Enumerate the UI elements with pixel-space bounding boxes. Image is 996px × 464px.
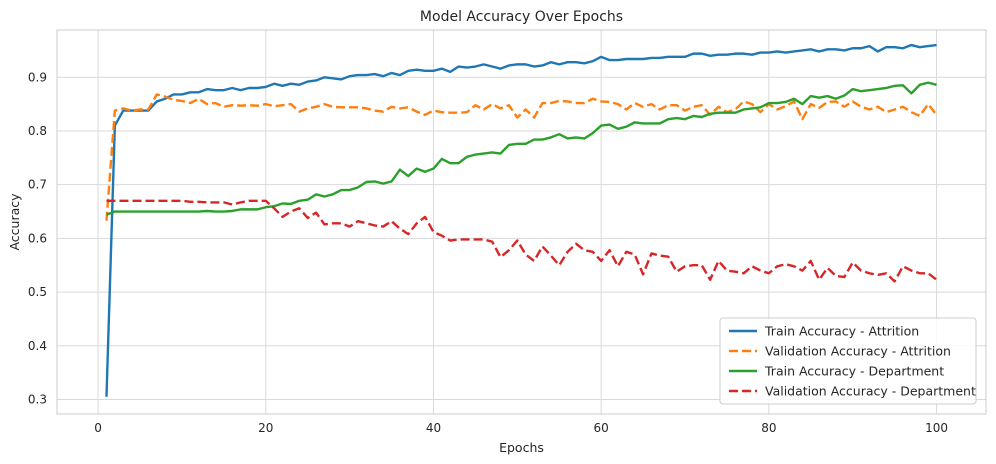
x-tick-label: 40 (426, 421, 441, 435)
legend-label-1: Train Accuracy - Attrition (764, 324, 919, 339)
legend-label-2: Validation Accuracy - Attrition (765, 344, 951, 359)
series-lines (105, 43, 938, 397)
x-tick-label: 80 (761, 421, 776, 435)
chart-title: Model Accuracy Over Epochs (420, 9, 623, 25)
series-line-2 (105, 93, 938, 221)
legend-label-3: Train Accuracy - Department (764, 364, 944, 379)
y-tick-label: 0.3 (28, 392, 47, 406)
y-tick-label: 0.4 (28, 339, 47, 353)
x-tick-label: 0 (94, 421, 102, 435)
series-line-3 (106, 81, 937, 216)
y-tick-label: 0.7 (28, 178, 47, 192)
x-tick-label: 20 (258, 421, 273, 435)
legend-label-4: Validation Accuracy - Department (765, 384, 976, 399)
y-tick-label: 0.9 (28, 70, 47, 84)
legend: Train Accuracy - Attrition Validation Acc… (719, 317, 977, 405)
grid (57, 30, 986, 414)
x-tick-label: 60 (594, 421, 609, 435)
y-tick-label: 0.8 (28, 124, 47, 138)
series-line-4 (106, 199, 938, 283)
y-tick-label: 0.5 (28, 285, 47, 299)
series-line-1 (105, 43, 937, 397)
legend-box (719, 317, 977, 405)
x-tick-label: 100 (925, 421, 948, 435)
y-axis-label: Accuracy (7, 193, 22, 251)
y-tick-label: 0.6 (28, 231, 47, 245)
tick-labels: 0 20 40 60 80 100 0.3 0.4 0.5 0.6 0.7 0.8 0.9 (28, 70, 948, 435)
plot-frame (56, 29, 987, 415)
x-axis-label: Epochs (499, 440, 544, 455)
